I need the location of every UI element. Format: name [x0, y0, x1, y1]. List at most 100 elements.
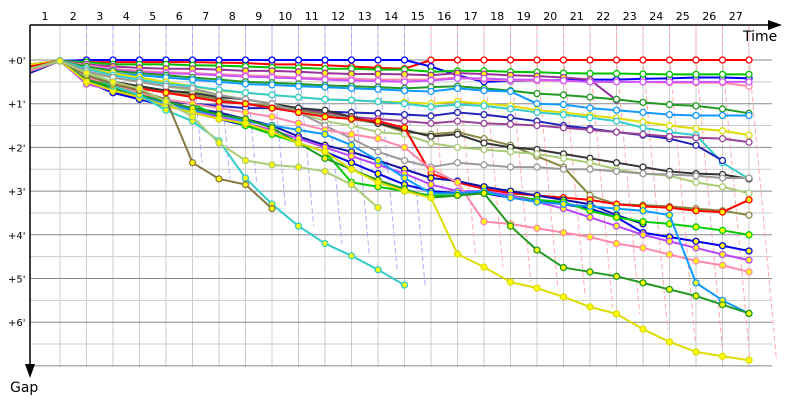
data-point [745, 231, 753, 239]
data-point [135, 78, 144, 86]
data-point [268, 104, 276, 112]
data-point [639, 231, 647, 239]
data-point [400, 86, 409, 95]
data-point [480, 139, 488, 147]
axes: Time Gap [10, 20, 782, 396]
data-point [559, 110, 568, 119]
data-point [321, 148, 329, 156]
data-point [692, 257, 700, 265]
data-point [559, 293, 568, 301]
data-point [241, 156, 250, 165]
data-point [188, 76, 197, 84]
x-tick-label: 12 [331, 10, 345, 23]
x-tick-label: 27 [729, 10, 743, 23]
data-point [559, 154, 568, 162]
data-point [718, 208, 727, 216]
data-point [665, 237, 674, 246]
data-point [427, 132, 435, 141]
data-point [427, 56, 435, 64]
data-point [692, 102, 700, 110]
data-point [718, 56, 727, 64]
data-point [480, 189, 488, 197]
data-point [692, 56, 700, 64]
data-point [692, 78, 700, 86]
data-point [586, 233, 594, 241]
data-point [480, 263, 488, 271]
x-tick-label: 17 [464, 10, 478, 23]
data-point [374, 156, 382, 165]
data-point [745, 70, 753, 79]
data-point [506, 194, 515, 202]
data-point [692, 124, 700, 133]
data-point [347, 252, 356, 260]
data-point [718, 127, 727, 135]
data-point [347, 141, 356, 149]
x-tick-label: 14 [384, 10, 398, 23]
data-point [427, 174, 435, 182]
y-tick-label: +2' [8, 143, 26, 154]
data-point [718, 250, 727, 259]
data-point [665, 132, 674, 141]
data-point [480, 161, 488, 169]
data-point [665, 110, 674, 119]
data-point [533, 284, 541, 292]
data-point [268, 81, 276, 89]
data-point [374, 97, 382, 106]
data-point [586, 126, 594, 134]
data-point [718, 105, 727, 113]
data-point [692, 279, 700, 287]
data-point [321, 130, 329, 138]
data-point [639, 70, 647, 78]
data-point [321, 167, 329, 176]
data-point [453, 84, 462, 93]
data-point [559, 124, 568, 132]
data-point [109, 78, 117, 86]
y-tick-label: +4' [8, 231, 26, 242]
data-point [586, 69, 594, 78]
series-line [29, 59, 749, 179]
series-line [29, 59, 750, 180]
y-axis-arrow [25, 364, 35, 378]
data-point [639, 124, 647, 132]
data-point [692, 111, 700, 120]
data-point [453, 108, 462, 117]
data-point [453, 250, 462, 258]
data-point [400, 281, 409, 289]
data-point [241, 80, 250, 88]
x-tick-label: 10 [278, 10, 292, 23]
data-point [533, 89, 541, 98]
data-point [162, 106, 170, 114]
data-point [533, 224, 541, 232]
data-point [347, 180, 356, 189]
data-point [639, 108, 647, 117]
data-point [374, 56, 382, 64]
data-point [400, 156, 409, 165]
data-point [586, 114, 594, 122]
data-point [692, 178, 700, 187]
series-line [29, 59, 749, 70]
data-point [427, 76, 435, 85]
data-point [453, 74, 462, 83]
x-axis-label: Time [742, 29, 777, 45]
data-point [374, 266, 382, 274]
data-point [665, 56, 674, 64]
data-point [665, 338, 674, 346]
data-point [665, 211, 674, 219]
data-point [506, 163, 515, 171]
data-point [241, 108, 250, 117]
data-point [135, 84, 144, 93]
data-point [612, 310, 621, 318]
data-point [533, 108, 541, 117]
data-point [559, 100, 568, 109]
data-point [692, 348, 700, 356]
data-point [665, 78, 674, 86]
data-point [692, 237, 700, 246]
data-point [268, 128, 276, 136]
y-tick-labels: +0' +1' +2' +3' +4' +5' +6' [8, 56, 26, 329]
data-point [294, 126, 303, 134]
data-point [559, 200, 568, 208]
data-point [586, 165, 594, 173]
data-point [294, 82, 303, 90]
data-point [612, 128, 621, 136]
x-tick-label: 21 [570, 10, 584, 23]
